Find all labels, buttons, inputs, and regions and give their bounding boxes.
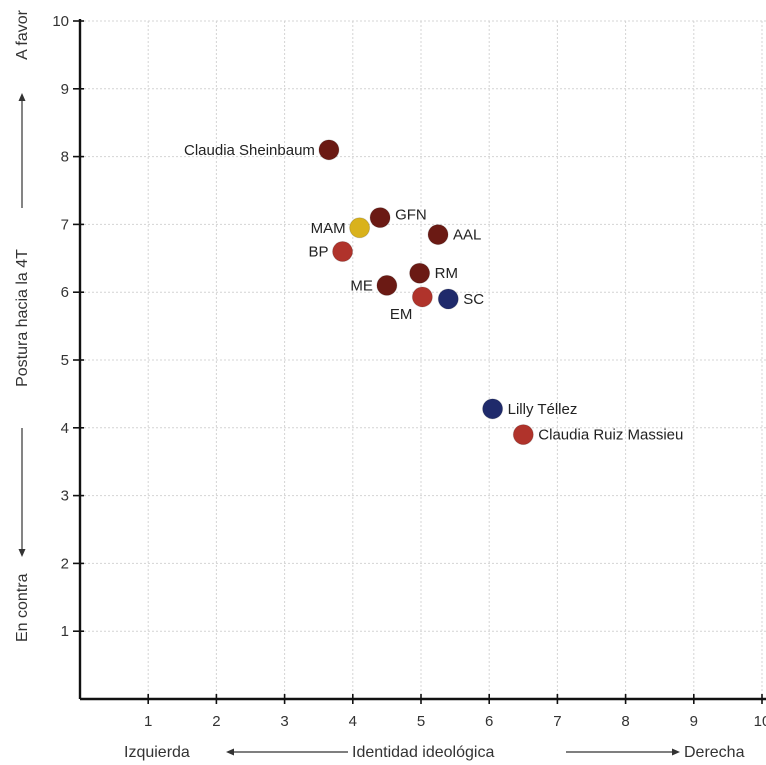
y-arrow-up-head [18, 93, 26, 101]
y-tick-label: 9 [61, 81, 69, 98]
point-claudia-ruiz-massieu-marker [512, 424, 534, 446]
point-me-marker [376, 274, 398, 296]
x-tick-label: 4 [349, 713, 357, 730]
y-arrow-down-head [18, 549, 26, 557]
point-gfn-label: GFN [395, 207, 427, 224]
y-tick-label: 10 [52, 13, 69, 30]
ticks: 1 2 3 4 5 6 7 8 9 10 1 2 3 4 5 6 7 8 9 10 [52, 13, 766, 730]
x-tick-label: 6 [485, 713, 493, 730]
point-em-label: EM [390, 306, 413, 323]
point-lilly-t-llez-marker [482, 398, 504, 420]
y-tick-label: 7 [61, 216, 69, 233]
y-tick-label: 5 [61, 352, 69, 369]
grid [80, 20, 766, 699]
x-tick-label: 8 [621, 713, 629, 730]
y-tick-label: 6 [61, 284, 69, 301]
y-tick-label: 4 [61, 420, 69, 437]
point-aal-marker [427, 224, 449, 246]
x-tick-label: 10 [754, 713, 766, 730]
point-bp-label: BP [309, 244, 329, 261]
point-sc-label: SC [463, 291, 484, 308]
point-claudia-sheinbaum-label: Claudia Sheinbaum [184, 142, 315, 159]
y-tick-label: 2 [61, 555, 69, 572]
y-axis-title: Postura hacia la 4T [14, 249, 31, 387]
y-axis-bottom-label: En contra [14, 573, 31, 642]
point-bp-marker [332, 241, 354, 263]
x-tick-label: 2 [212, 713, 220, 730]
x-tick-label: 1 [144, 713, 152, 730]
y-tick-label: 1 [61, 623, 69, 640]
point-sc-marker [437, 288, 459, 310]
x-tick-label: 3 [280, 713, 288, 730]
x-axis-title: Identidad ideológica [352, 744, 494, 761]
point-me-label: ME [350, 277, 373, 294]
point-rm-label: RM [435, 265, 458, 282]
x-arrow-right-head [672, 748, 680, 756]
x-tick-label: 5 [417, 713, 425, 730]
point-mam-label: MAM [311, 220, 346, 237]
x-axis-right-label: Derecha [684, 744, 745, 761]
point-mam-marker [349, 217, 371, 239]
point-aal-label: AAL [453, 227, 481, 244]
y-axis-title-group: En contra Postura hacia la 4T A favor [14, 9, 31, 642]
x-tick-label: 7 [553, 713, 561, 730]
point-gfn-marker [369, 207, 391, 229]
point-em-marker [411, 286, 433, 308]
x-axis-title-group: Izquierda Identidad ideológica Derecha [124, 744, 745, 761]
y-tick-label: 3 [61, 488, 69, 505]
y-axis-top-label: A favor [14, 9, 31, 59]
x-axis-left-label: Izquierda [124, 744, 190, 761]
data-points: Claudia Sheinbaum GFN MAM AAL BP RM ME EM SC Lill… [184, 139, 683, 446]
x-arrow-left-head [226, 748, 234, 756]
axes [78, 19, 766, 701]
y-tick-label: 8 [61, 149, 69, 166]
point-claudia-sheinbaum-marker [318, 139, 340, 161]
point-lilly-t-llez-label: Lilly Téllez [508, 401, 578, 418]
point-rm-marker [409, 262, 431, 284]
point-claudia-ruiz-massieu-label: Claudia Ruiz Massieu [538, 427, 683, 444]
x-tick-label: 9 [690, 713, 698, 730]
